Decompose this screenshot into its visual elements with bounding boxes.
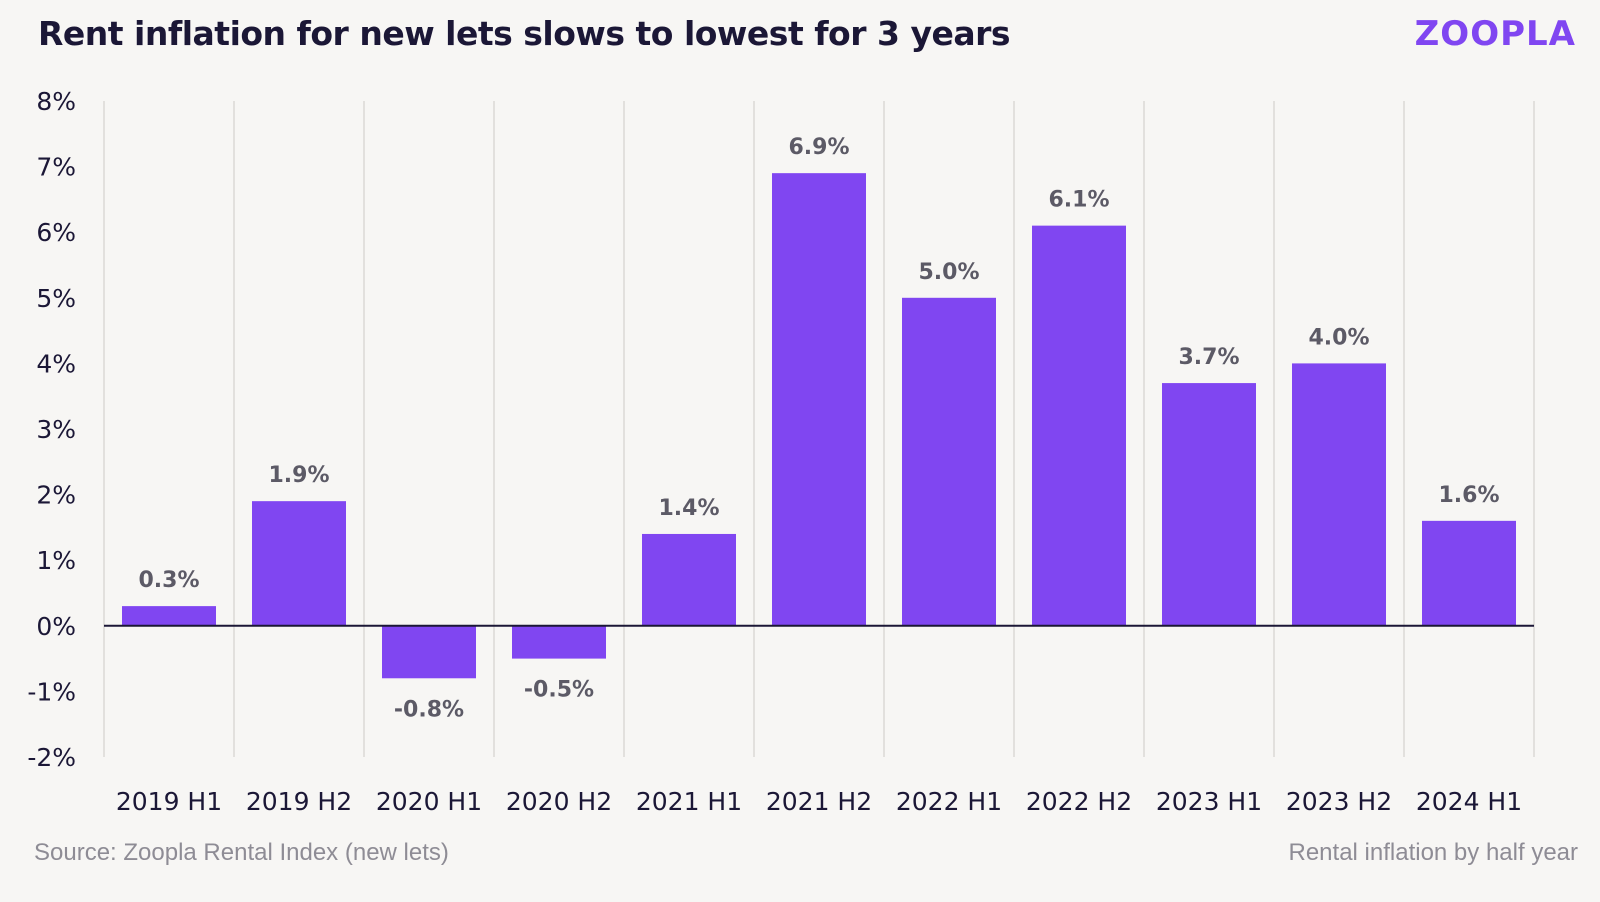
data-label: 1.4% <box>658 496 719 521</box>
bar-2020-h2 <box>512 625 606 659</box>
zoopla-logo: ZOOPLA <box>1414 14 1576 54</box>
bar-2021-h2 <box>772 173 866 626</box>
x-tick-label: 2022 H1 <box>896 787 1002 816</box>
y-tick-label: 8% <box>36 87 76 116</box>
y-tick-label: 3% <box>36 415 76 444</box>
y-tick-label: 0% <box>36 612 76 641</box>
bars <box>122 173 1516 679</box>
bar-2019-h1 <box>122 606 216 626</box>
data-label: 5.0% <box>918 260 979 285</box>
y-tick-label: -1% <box>27 677 76 706</box>
bar-2019-h2 <box>252 501 346 626</box>
data-label: 1.6% <box>1438 483 1499 508</box>
y-axis-ticks: 8% 7% 6% 5% 4% 3% 2% 1% 0% -1% -2% <box>27 87 76 772</box>
x-tick-label: 2022 H2 <box>1026 787 1132 816</box>
x-tick-label: 2020 H2 <box>506 787 612 816</box>
source-note: Source: Zoopla Rental Index (new lets) <box>34 839 449 866</box>
data-label: 6.1% <box>1048 188 1109 213</box>
data-label: -0.8% <box>394 697 464 722</box>
data-label: 3.7% <box>1178 345 1239 370</box>
bar-2020-h1 <box>382 625 476 679</box>
data-labels: 0.3% 1.9% -0.8% -0.5% 1.4% 6.9% 5.0% 6.1% 3.7% 4.… <box>138 135 1499 722</box>
x-axis-ticks: 2019 H1 2019 H2 2020 H1 2020 H2 2021 H1 2021 … <box>116 787 1522 816</box>
data-label: 0.3% <box>138 568 199 593</box>
y-tick-label: 1% <box>36 546 76 575</box>
x-tick-label: 2023 H2 <box>1286 787 1392 816</box>
x-tick-label: 2024 H1 <box>1416 787 1522 816</box>
data-label: 4.0% <box>1308 325 1369 350</box>
x-tick-label: 2019 H2 <box>246 787 352 816</box>
x-tick-label: 2021 H1 <box>636 787 742 816</box>
bar-2024-h1 <box>1422 520 1516 626</box>
bar-2022-h1 <box>902 297 996 626</box>
x-tick-label: 2020 H1 <box>376 787 482 816</box>
y-tick-label: 2% <box>36 481 76 510</box>
gridlines <box>103 101 1535 757</box>
x-tick-label: 2019 H1 <box>116 787 222 816</box>
data-label: -0.5% <box>524 678 594 703</box>
y-tick-label: 5% <box>36 284 76 313</box>
bar-2022-h2 <box>1032 225 1126 626</box>
bar-2023-h1 <box>1162 383 1256 626</box>
x-tick-label: 2021 H2 <box>766 787 872 816</box>
y-tick-label: 6% <box>36 218 76 247</box>
y-tick-label: 7% <box>36 153 76 182</box>
chart-title: Rent inflation for new lets slows to low… <box>38 14 1011 53</box>
x-tick-label: 2023 H1 <box>1156 787 1262 816</box>
data-label: 1.9% <box>268 463 329 488</box>
bar-chart: 8% 7% 6% 5% 4% 3% 2% 1% 0% -1% -2% 0.3% 1.9% -0.8% -0… <box>27 87 1535 816</box>
y-tick-label: 4% <box>36 349 76 378</box>
bar-2023-h2 <box>1292 363 1386 626</box>
data-label: 6.9% <box>788 135 849 160</box>
bar-2021-h1 <box>642 533 736 626</box>
y-tick-label: -2% <box>27 743 76 772</box>
chart-subtitle-note: Rental inflation by half year <box>1288 839 1579 866</box>
